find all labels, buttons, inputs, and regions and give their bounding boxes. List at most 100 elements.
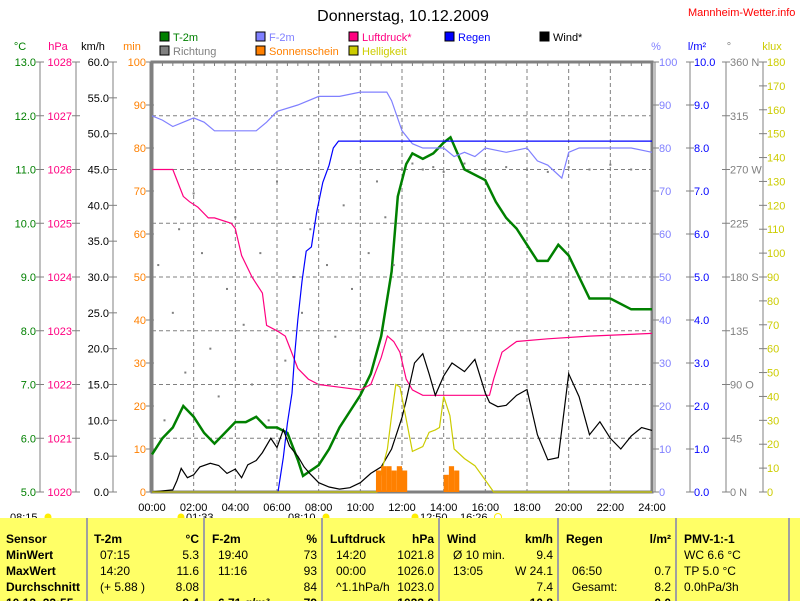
axis-tick-label-klux: 180: [767, 57, 785, 69]
table-cell: 07:15: [100, 548, 131, 562]
series-richtung-point: [526, 168, 528, 171]
series-richtung-point: [359, 359, 362, 362]
legend-label: Sonnenschein: [269, 46, 339, 58]
axis-tick-label-kmh: 0.0: [94, 487, 109, 499]
axis-unit-kmh: km/h: [81, 41, 105, 53]
x-tick-label: 06:00: [263, 502, 291, 514]
table-header: Regen: [566, 532, 603, 546]
axis-tick-label-kmh: 35.0: [88, 236, 109, 248]
axis-tick-label-min: 100: [128, 57, 146, 69]
axis-tick-label-hpa: 1023: [48, 326, 72, 338]
table-cell: WC 6.6 °C: [684, 548, 741, 562]
x-tick-label: 02:00: [180, 502, 208, 514]
table-cell: Ø 10 min.: [453, 548, 506, 562]
moon-rise-time: 01:33: [186, 512, 214, 518]
axis-tick-label-deg: 315: [730, 111, 748, 123]
axis-tick-label-klux: 120: [767, 200, 785, 212]
axis-tick-label-lm2: 10.0: [694, 57, 715, 69]
axis-tick-label-deg: 270 W: [730, 165, 762, 177]
legend-label: Regen: [458, 32, 490, 44]
axis-tick-label-hpa: 1025: [48, 218, 72, 230]
axis-tick-label-percent: 40: [659, 315, 671, 327]
series-richtung-point: [192, 192, 195, 195]
axis-tick-label-percent: 0: [659, 487, 665, 499]
legend-swatch: [159, 45, 170, 56]
axis-tick-label-kmh: 10.0: [88, 415, 109, 427]
axis-tick-label-kmh: 5.0: [94, 451, 109, 463]
axis-tick-label-lm2: 3.0: [694, 358, 709, 370]
weather-chart: Donnerstag, 10.12.2009 Mannheim-Wetter.in…: [10, 7, 795, 518]
legend-swatch: [444, 31, 455, 42]
axis-tick-label-deg: 0 N: [730, 487, 747, 499]
series-helligkeit-line: [152, 383, 652, 493]
table-cell: W 24.1: [514, 564, 553, 578]
legend-swatch: [255, 31, 266, 42]
series-richtung-point: [276, 180, 278, 183]
axis-tick-label-celsius: 13.0: [15, 57, 36, 69]
axis-tick-label-klux: 80: [767, 296, 779, 308]
axis-tick-label-kmh: 40.0: [88, 200, 109, 212]
series-richtung-point: [609, 163, 612, 166]
axis-tick-label-celsius: 11.0: [15, 165, 36, 177]
axis-tick-label-hpa: 1021: [48, 433, 72, 445]
series-richtung-point: [367, 252, 370, 255]
legend-swatch: [539, 31, 550, 42]
axis-tick-label-min: 40: [134, 315, 146, 327]
axis-unit-klux: klux: [762, 41, 782, 53]
series-richtung-point: [284, 359, 287, 362]
axis-tick-label-deg: 135: [730, 326, 748, 338]
series-richtung-point: [242, 323, 245, 326]
x-tick-label: 20:00: [555, 502, 583, 514]
series-richtung-point: [178, 228, 181, 231]
series-richtung-point: [317, 383, 320, 386]
axis-tick-label-kmh: 55.0: [88, 93, 109, 105]
table-cell: 1023.0: [397, 596, 434, 601]
series-sonnenschein-bar: [396, 466, 402, 492]
legend-swatch: [348, 45, 359, 56]
legend-label: F-2m: [269, 32, 295, 44]
axis-tick-label-lm2: 2.0: [694, 401, 709, 413]
axis-tick-label-klux: 20: [767, 439, 779, 451]
series-sonnenschein-bar: [375, 470, 382, 492]
table-cell: 06:50: [572, 564, 603, 578]
axis-tick-label-min: 90: [134, 100, 146, 112]
table-header: Sensor: [6, 532, 47, 546]
table-cell: 5.3: [182, 548, 199, 562]
axis-tick-label-percent: 70: [659, 186, 671, 198]
axis-unit-deg: °: [727, 41, 731, 53]
table-cell: 1026.0: [397, 564, 434, 578]
sun-time: 08:10: [288, 512, 316, 518]
table-cell: 6.71 g/m³: [218, 596, 270, 601]
series-sonnenschein-bar: [454, 470, 460, 492]
site-link[interactable]: Mannheim-Wetter.info: [688, 7, 795, 19]
table-cell: 79: [304, 596, 317, 601]
table-cell: 1023.0: [397, 580, 434, 594]
series-sonnenschein-bar: [391, 470, 397, 492]
series-richtung-point: [463, 162, 466, 165]
axis-tick-label-klux: 130: [767, 176, 785, 188]
table-header: Luftdruck: [330, 532, 386, 546]
sun-icon: [322, 513, 330, 518]
axis-tick-label-percent: 20: [659, 401, 671, 413]
series-richtung-point: [546, 170, 549, 173]
x-tick-label: 12:00: [388, 502, 416, 514]
axis-tick-label-celsius: 10.0: [15, 218, 36, 230]
axis-tick-label-min: 60: [134, 229, 146, 241]
series-richtung-point: [201, 252, 203, 255]
series-richtung-point: [392, 264, 395, 267]
table-header: l/m²: [649, 532, 671, 546]
axis-tick-label-percent: 60: [659, 229, 671, 241]
chart-title: Donnerstag, 10.12.2009: [317, 8, 489, 25]
axis-tick-label-percent: 90: [659, 100, 671, 112]
table-header: F-2m: [212, 532, 241, 546]
axis-tick-label-klux: 70: [767, 320, 779, 332]
axis-tick-label-hpa: 1020: [48, 487, 72, 499]
axis-tick-label-hpa: 1026: [48, 165, 72, 177]
table-cell: 14:20: [336, 548, 367, 562]
table-cell: (+ 5.88 ): [100, 580, 146, 594]
table-column: [323, 518, 440, 601]
series-richtung-point: [342, 204, 345, 207]
axis-tick-label-klux: 60: [767, 344, 779, 356]
axis-tick-label-lm2: 8.0: [694, 143, 709, 155]
axis-tick-label-klux: 0: [767, 487, 773, 499]
